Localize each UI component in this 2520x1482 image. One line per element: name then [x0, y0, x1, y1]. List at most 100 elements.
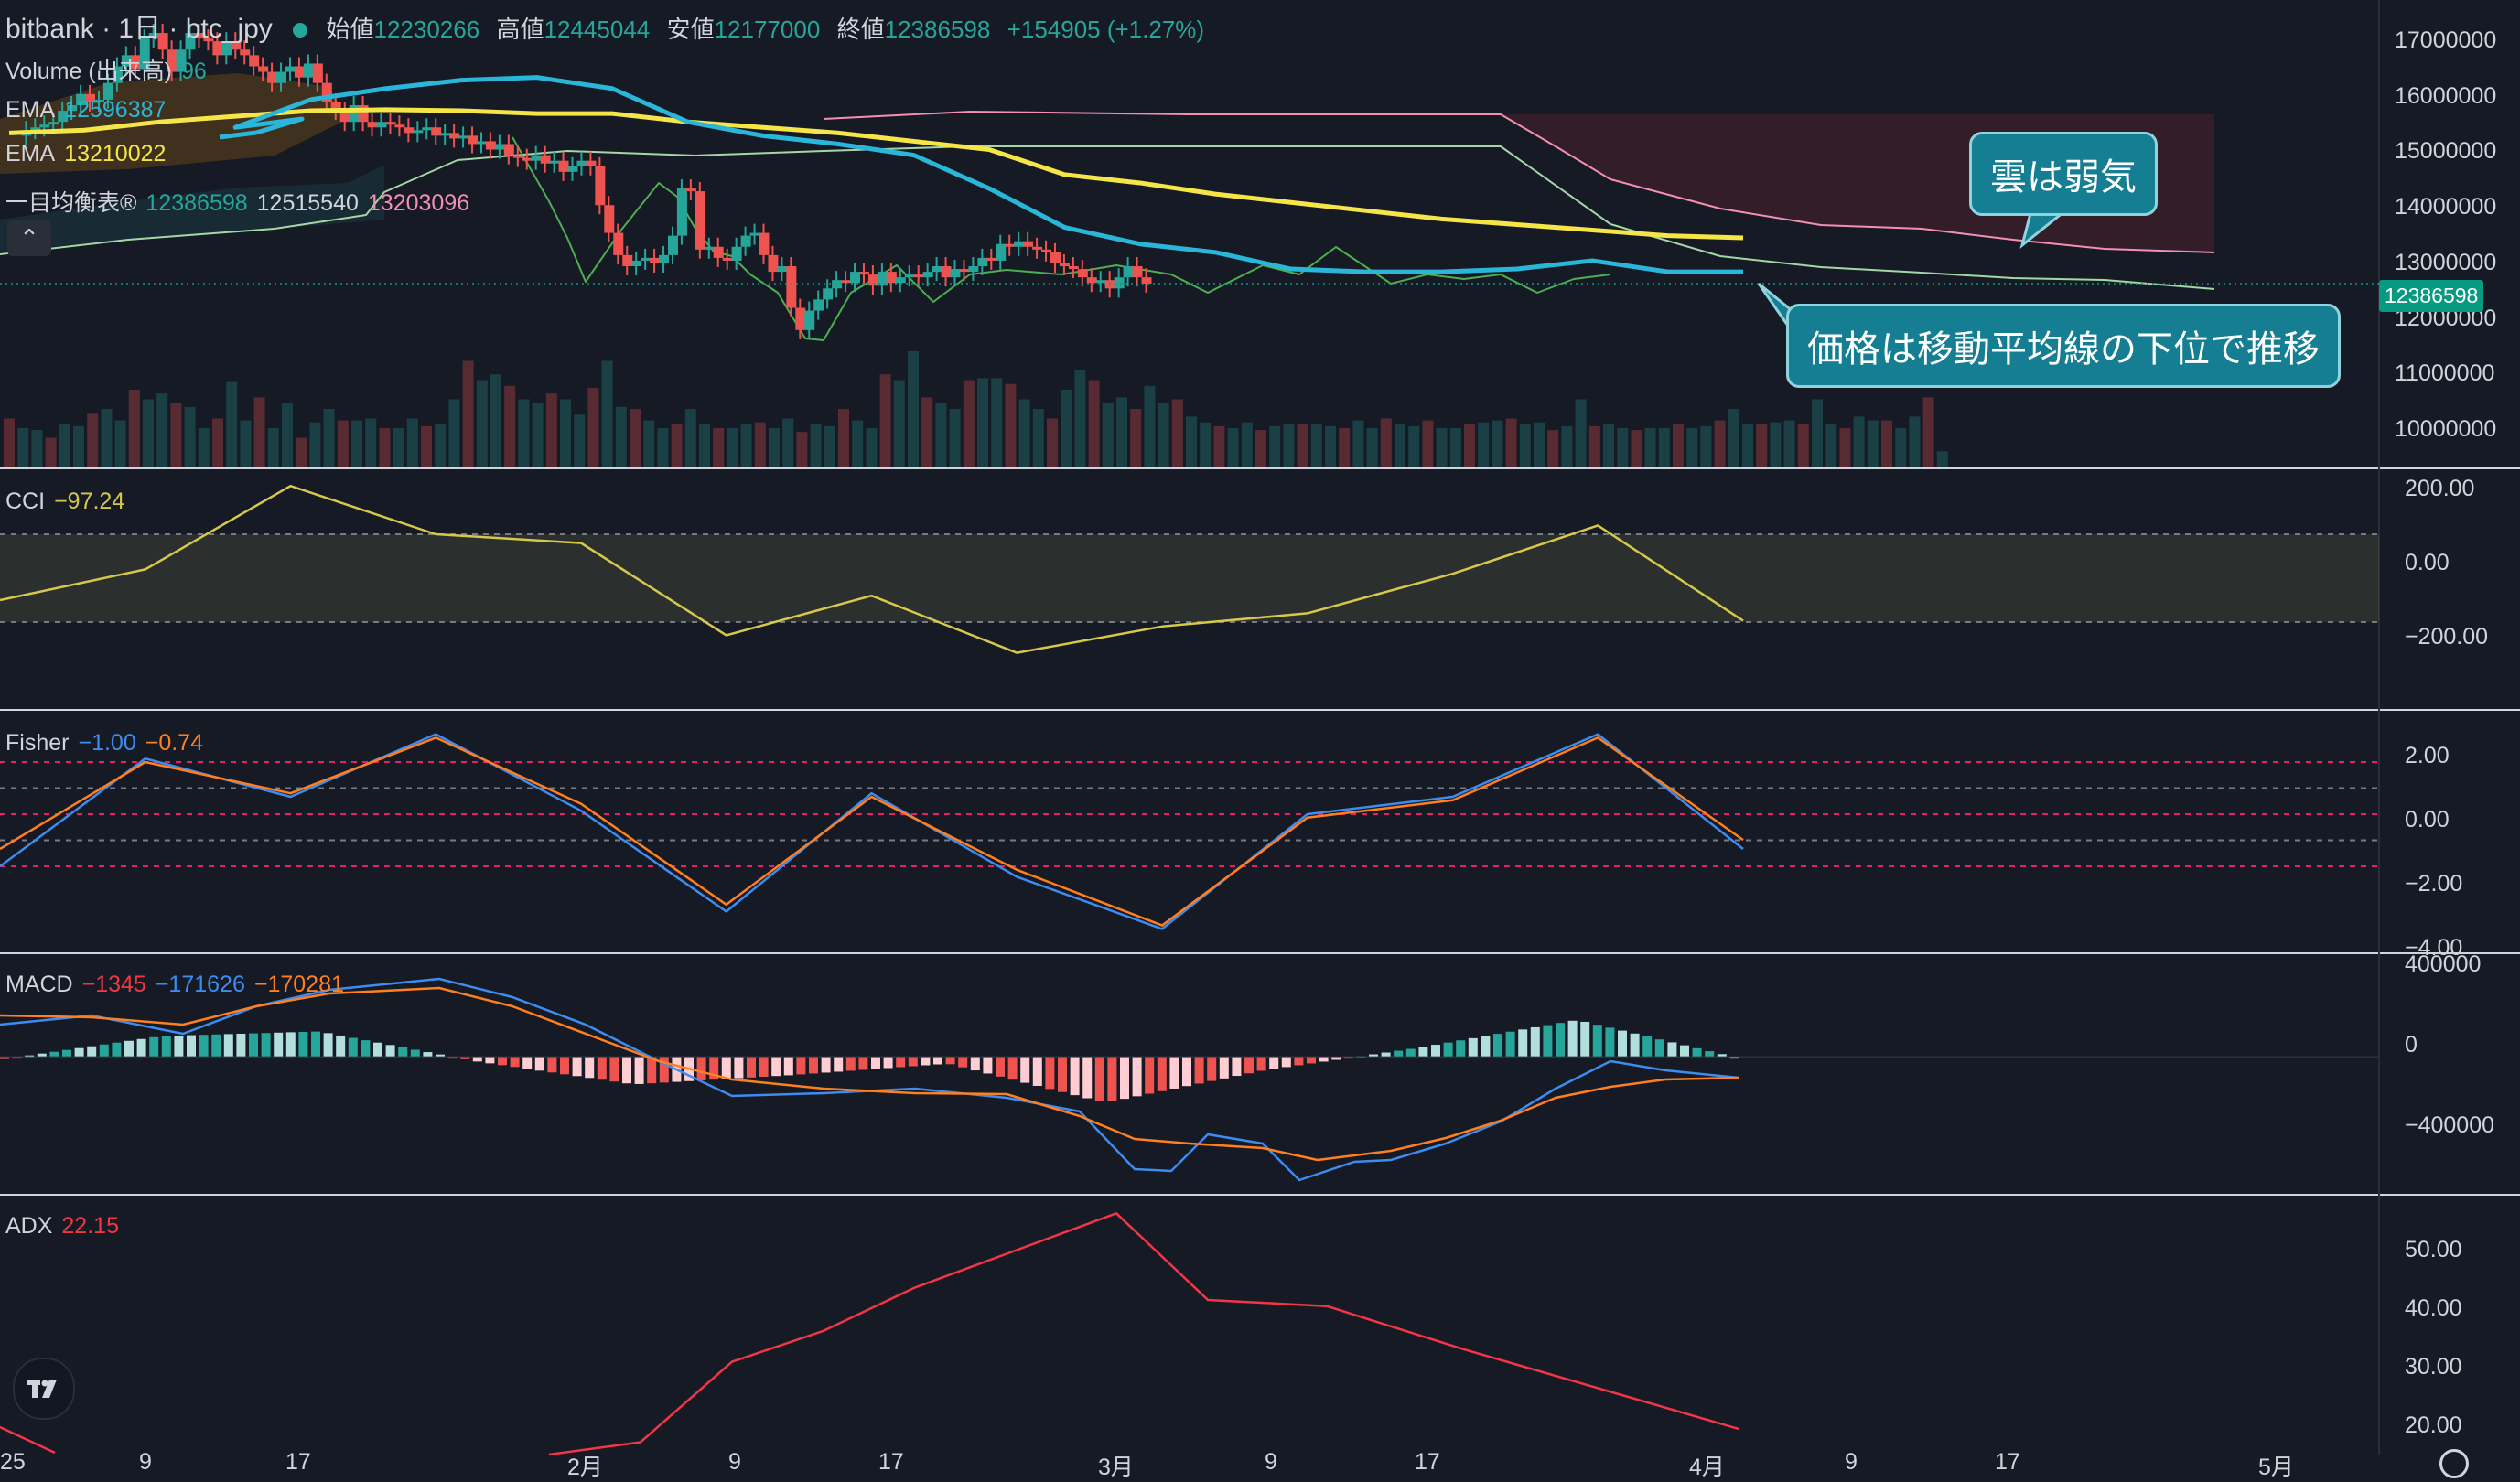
tradingview-logo[interactable]	[13, 1358, 75, 1420]
candle	[30, 127, 41, 131]
volume-bar	[156, 393, 168, 467]
volume-bar	[351, 420, 362, 467]
macd-histogram-bar	[1618, 1030, 1627, 1058]
volume-bar	[337, 420, 349, 467]
macd-histogram-bar	[1394, 1050, 1404, 1058]
volume-legend[interactable]: Volume (出来高) 96	[5, 53, 216, 86]
macd-histogram-bar	[871, 1057, 880, 1069]
candle	[1077, 269, 1088, 278]
candle	[221, 41, 232, 56]
ema-fast-value: 12596387	[64, 97, 167, 123]
macd-legend[interactable]: MACD −1345 −171626 −170281	[5, 972, 353, 998]
volume-bar	[1881, 420, 1892, 467]
volume-bar	[323, 409, 335, 467]
macd-histogram-bar	[1194, 1057, 1204, 1084]
candle	[1059, 263, 1070, 267]
volume-bar	[977, 378, 988, 467]
candle	[440, 133, 451, 136]
macd-histogram-bar	[510, 1057, 520, 1068]
cci-legend[interactable]: CCI −97.24	[5, 489, 134, 515]
header-legend: bitbank · 1日 · btc_jpy 始値12230266 高値1244…	[5, 5, 1213, 46]
macd-histogram-bar	[1045, 1057, 1055, 1090]
price-tick-label: 16000000	[2395, 82, 2497, 109]
price-tick-label: 14000000	[2395, 194, 2497, 220]
fisher-trigger-line	[0, 736, 1744, 927]
collapse-legend-button[interactable]: ⌃	[7, 220, 51, 256]
macd-histogram-bar	[12, 1057, 22, 1059]
candle	[904, 274, 915, 278]
macd-histogram-bar	[460, 1057, 470, 1059]
volume-bar	[504, 385, 516, 467]
ema-fast-legend[interactable]: EMA 12596387	[5, 97, 175, 124]
callout-price[interactable]: 価格は移動平均線の下位で推移	[1786, 304, 2341, 388]
candle	[157, 33, 168, 50]
candle	[586, 160, 597, 166]
ichimoku-legend[interactable]: 一目均衡表® 12386598 12515540 13203096	[5, 185, 479, 218]
ema-slow-legend[interactable]: EMA 13210022	[5, 141, 175, 167]
fisher-tick-label: 0.00	[2405, 807, 2450, 832]
candle	[996, 243, 1007, 261]
settings-gear-icon[interactable]	[2439, 1449, 2469, 1478]
candle	[959, 269, 970, 273]
candle	[1114, 277, 1125, 289]
volume-bar	[727, 428, 738, 467]
volume-bar	[587, 387, 599, 467]
callout-cloud[interactable]: 雲は弱気	[1969, 132, 2158, 216]
macd-histogram-bar	[261, 1033, 271, 1058]
candle	[941, 266, 952, 278]
candle	[540, 155, 551, 164]
macd-histogram-bar	[1032, 1057, 1042, 1086]
macd-histogram-bar	[1120, 1057, 1129, 1100]
fisher-legend[interactable]: Fisher −1.00 −0.74	[5, 730, 212, 757]
macd-histogram-bar	[249, 1033, 258, 1058]
macd-histogram-bar	[1132, 1057, 1142, 1097]
candle	[1014, 241, 1025, 247]
candle	[867, 274, 878, 286]
volume-bar	[1700, 425, 1712, 467]
volume-bar	[657, 428, 669, 467]
volume-bar	[769, 428, 780, 467]
candle	[567, 166, 578, 172]
volume-bar	[476, 380, 488, 467]
ema-slow-label: EMA	[5, 141, 56, 166]
cci-tick-label: 0.00	[2405, 550, 2450, 575]
candle	[622, 254, 633, 267]
macd-histogram-bar	[585, 1057, 595, 1079]
volume-bar	[879, 374, 891, 467]
macd-histogram-bar	[1369, 1054, 1378, 1058]
macd-histogram-bar	[1456, 1040, 1466, 1058]
volume-bar	[1047, 418, 1058, 467]
volume-bar	[740, 424, 752, 467]
macd-histogram-bar	[834, 1057, 844, 1072]
macd-histogram-bar	[1058, 1057, 1067, 1092]
volume-bar	[1366, 428, 1378, 467]
candle	[777, 266, 788, 273]
volume-bar	[490, 374, 501, 467]
time-tick-label: 9	[139, 1449, 152, 1475]
macd-histogram-bar	[124, 1040, 134, 1058]
macd-histogram-bar	[1556, 1023, 1565, 1058]
time-tick-label: 17	[1415, 1449, 1440, 1475]
candle	[749, 232, 760, 236]
macd-histogram-bar	[1592, 1025, 1602, 1058]
volume-bar	[1144, 385, 1156, 467]
volume-bar	[1742, 424, 1753, 467]
candle	[231, 41, 242, 50]
macd-tick-label: −400000	[2405, 1112, 2495, 1138]
volume-bar	[1644, 428, 1656, 467]
adx-legend[interactable]: ADX 22.15	[5, 1213, 128, 1240]
macd-histogram-bar	[547, 1057, 557, 1073]
macd-hist-value: −1345	[81, 972, 146, 997]
volume-bar	[1756, 424, 1768, 467]
volume-bar	[1603, 424, 1614, 467]
macd-histogram-bar	[361, 1040, 371, 1058]
volume-bar	[782, 418, 794, 467]
candle	[303, 63, 314, 78]
macd-histogram-bar	[1182, 1057, 1191, 1087]
current-price-tag: 12386598	[2379, 280, 2484, 312]
volume-bar	[1339, 428, 1351, 467]
symbol-title[interactable]: bitbank · 1日 · btc_jpy	[5, 14, 273, 44]
volume-bar	[1922, 397, 1934, 467]
volume-bar	[1575, 399, 1587, 467]
